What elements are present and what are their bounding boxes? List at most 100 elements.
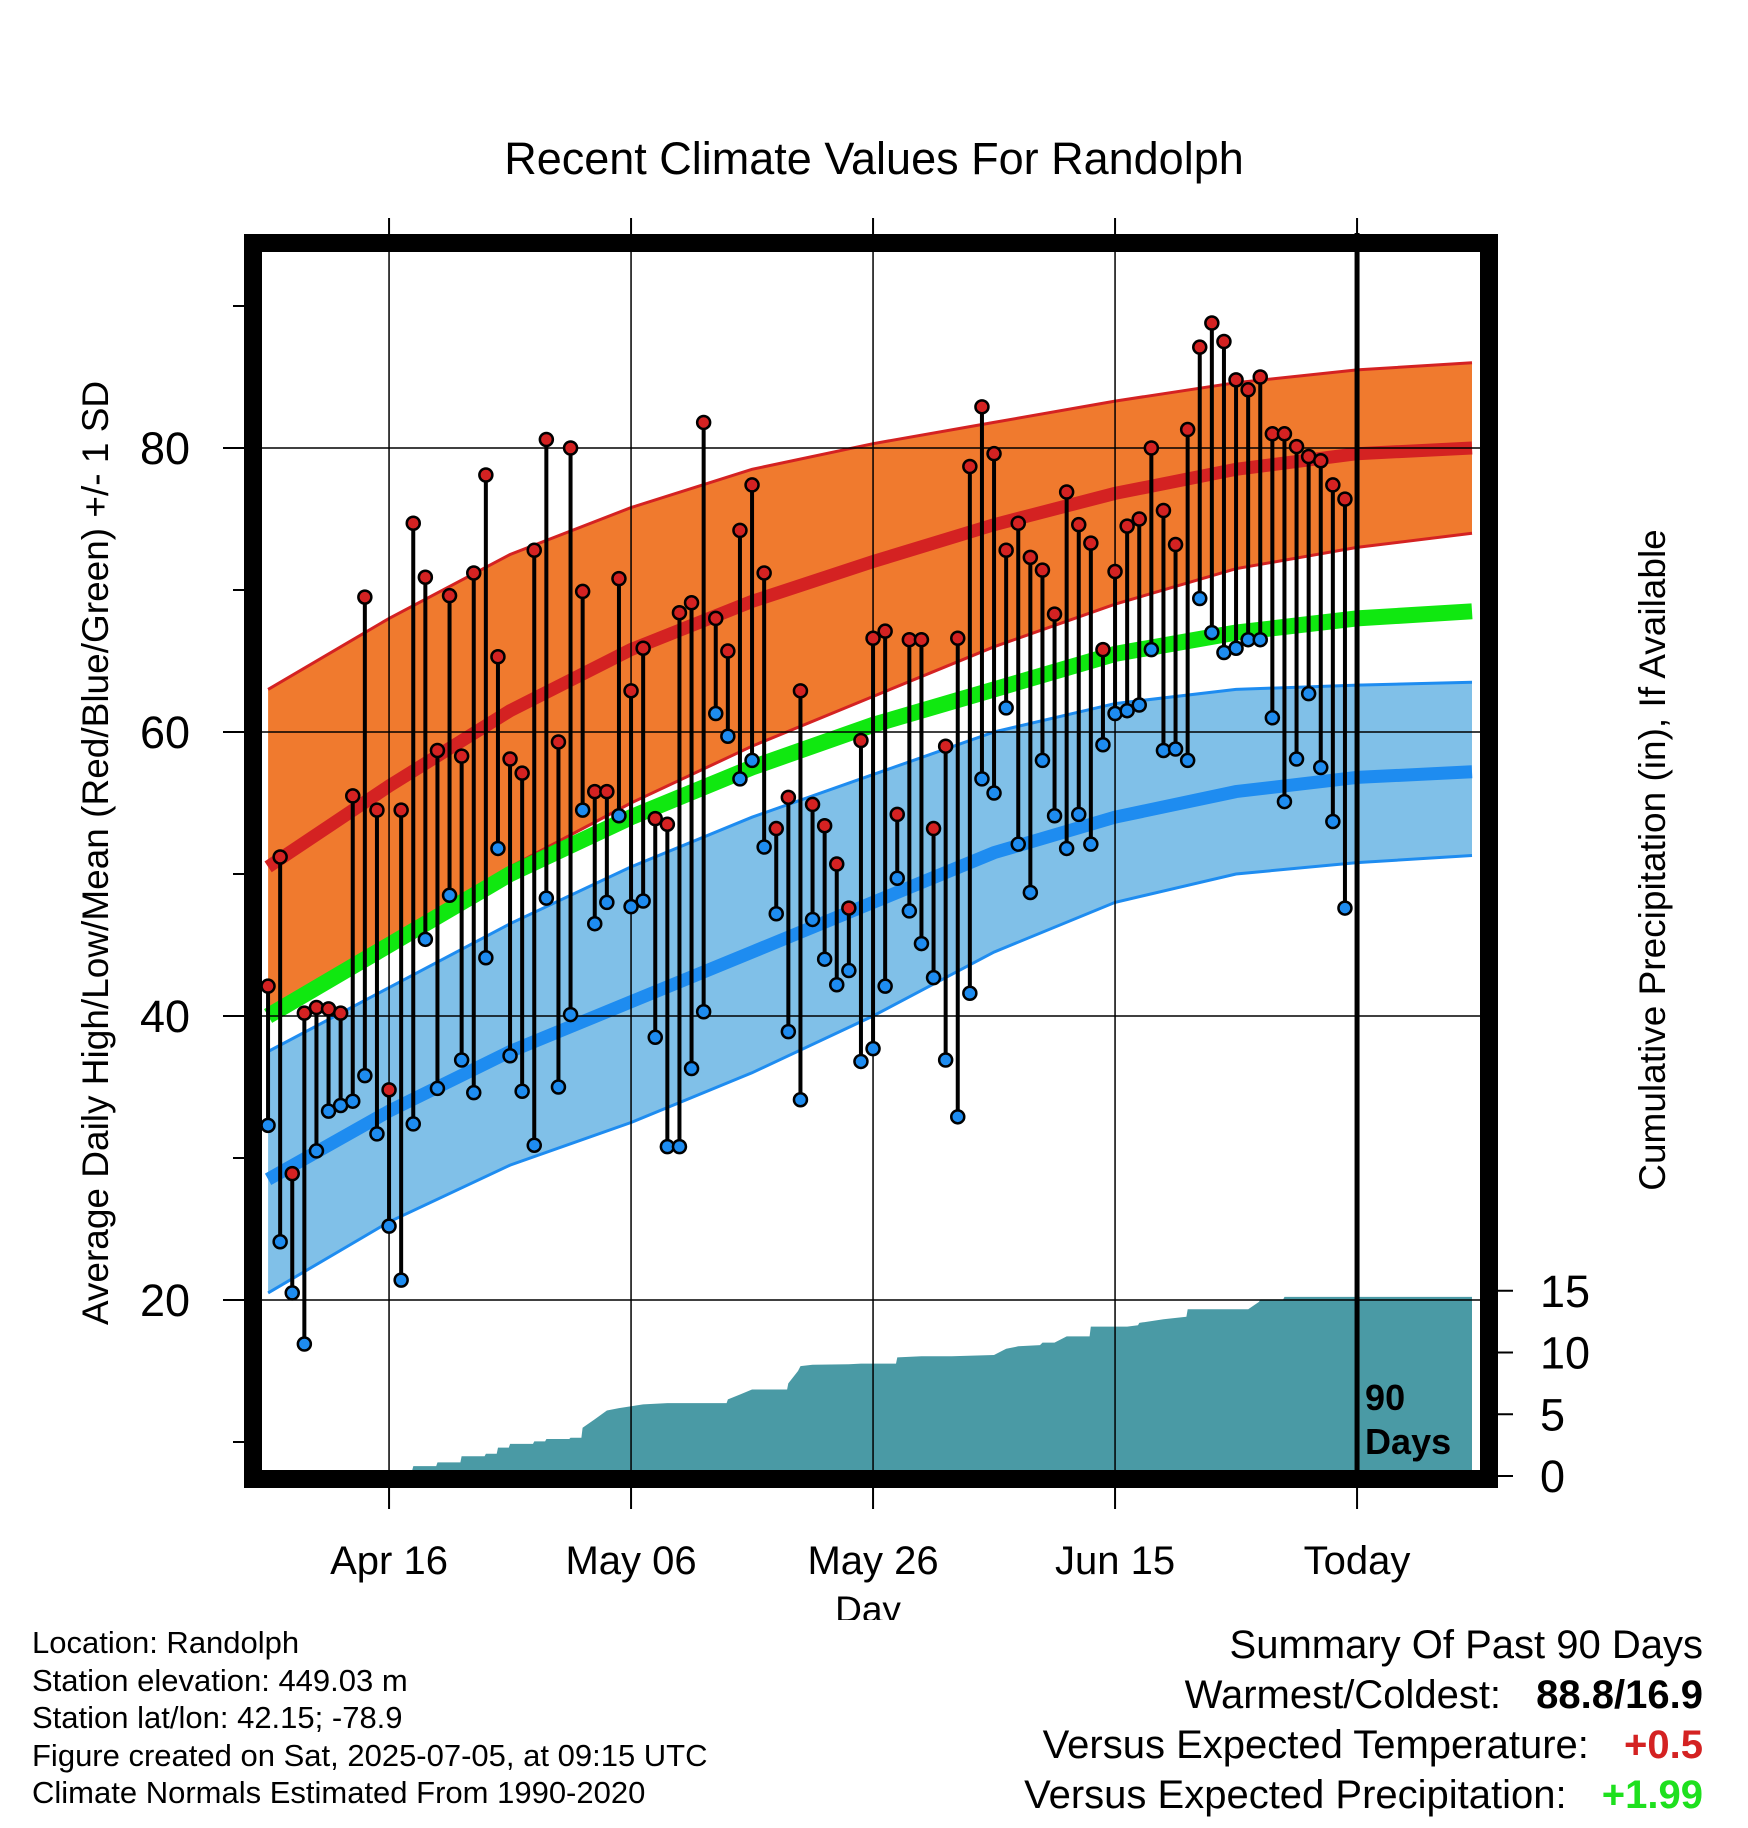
x-tick-label: Jun 15: [1055, 1539, 1175, 1583]
daily-low-point: [1131, 697, 1147, 713]
daily-high-point: [1010, 515, 1026, 532]
daily-low-point: [478, 950, 494, 966]
daily-high-point: [381, 1082, 397, 1098]
daily-high-point: [611, 570, 627, 587]
daily-high-point: [768, 820, 784, 837]
daily-high-point: [562, 440, 579, 456]
daily-high-point: [1228, 372, 1244, 388]
daily-high-point: [671, 604, 688, 621]
daily-high-point: [296, 1005, 313, 1021]
daily-high-point: [1083, 535, 1099, 551]
daily-high-point: [1337, 491, 1353, 507]
daily-low-point: [284, 1285, 300, 1301]
daily-high-point: [453, 748, 470, 764]
x-tick-label: May 26: [807, 1539, 938, 1583]
daily-high-point: [804, 796, 821, 813]
warmest-coldest-row: Warmest/Coldest: 88.8/16.9: [1024, 1670, 1703, 1720]
daily-low-point: [720, 728, 736, 745]
daily-high-point: [369, 802, 385, 818]
daily-low-point: [1010, 836, 1026, 852]
daily-high-point: [357, 589, 373, 605]
plot-content: [262, 243, 1480, 1470]
daily-high-point: [720, 643, 736, 659]
daily-high-point: [1131, 511, 1147, 527]
daily-low-point: [369, 1126, 385, 1142]
precip-anomaly-row: Versus Expected Precipitation: +1.99: [1024, 1770, 1703, 1820]
daily-low-point: [732, 771, 748, 787]
daily-low-point: [756, 839, 772, 855]
today-marker-label: Days: [1365, 1421, 1451, 1462]
daily-low-point: [780, 1023, 797, 1040]
daily-low-point: [466, 1084, 482, 1101]
daily-low-point: [562, 1006, 579, 1023]
daily-low-point: [1228, 640, 1244, 656]
daily-high-point: [538, 431, 555, 448]
y-tick-label: 60: [140, 707, 190, 758]
daily-high-point: [780, 789, 797, 806]
daily-high-point: [1313, 453, 1329, 469]
daily-high-point: [284, 1165, 300, 1182]
daily-high-point: [744, 477, 760, 493]
daily-low-point: [1276, 793, 1293, 810]
daily-high-point: [925, 820, 942, 837]
daily-high-point: [829, 856, 845, 872]
warmest-coldest-label: Warmest/Coldest:: [1184, 1673, 1502, 1717]
daily-high-point: [1143, 440, 1160, 456]
daily-high-point: [1155, 502, 1172, 519]
daily-high-point: [345, 788, 361, 804]
daily-high-point: [1071, 516, 1087, 533]
daily-high-point: [998, 542, 1014, 558]
daily-high-point: [659, 816, 676, 833]
daily-low-point: [320, 1103, 337, 1119]
daily-high-point: [974, 399, 990, 415]
daily-low-point: [587, 915, 603, 932]
elevation-text: Station elevation: 449.03 m: [32, 1662, 408, 1698]
daily-low-point: [901, 903, 918, 919]
daily-high-point: [1216, 333, 1232, 350]
daily-low-point: [1204, 624, 1220, 641]
daily-high-point: [1240, 382, 1256, 398]
daily-low-point: [695, 1003, 712, 1020]
daily-high-point: [1095, 641, 1111, 658]
daily-low-point: [574, 802, 591, 818]
daily-low-point: [550, 1079, 567, 1095]
today-marker-label: 90: [1365, 1377, 1405, 1418]
daily-low-point: [1167, 741, 1184, 757]
daily-low-point: [1022, 884, 1039, 901]
daily-high-point: [913, 631, 930, 648]
daily-high-point: [1252, 369, 1268, 385]
daily-high-point: [417, 569, 434, 585]
daily-low-point: [502, 1048, 518, 1064]
daily-low-point: [635, 893, 651, 909]
y2-tick-label: 5: [1540, 1389, 1565, 1440]
daily-high-point: [1034, 562, 1051, 578]
daily-low-point: [829, 977, 845, 993]
daily-low-point: [1119, 702, 1135, 719]
daily-high-point: [429, 742, 446, 759]
y-tick-label: 80: [140, 423, 190, 474]
daily-high-point: [1119, 518, 1135, 534]
daily-low-point: [708, 705, 724, 722]
y2-tick-label: 15: [1540, 1266, 1590, 1317]
daily-low-point: [1325, 813, 1341, 830]
summary-title: Summary Of Past 90 Days: [1229, 1623, 1703, 1667]
daily-low-point: [405, 1116, 421, 1132]
daily-low-point: [538, 890, 555, 906]
daily-high-point: [599, 783, 615, 800]
daily-high-point: [514, 765, 530, 781]
daily-low-point: [1046, 808, 1063, 824]
daily-high-point: [708, 610, 724, 627]
daily-high-point: [647, 810, 663, 827]
daily-high-point: [332, 1005, 349, 1021]
daily-low-point: [1034, 752, 1051, 769]
daily-low-point: [441, 887, 458, 904]
daily-low-point: [1300, 685, 1317, 702]
daily-high-point: [841, 900, 857, 916]
daily-high-point: [502, 751, 518, 767]
daily-low-point: [393, 1272, 409, 1288]
daily-low-point: [1264, 710, 1281, 726]
normals-period-text: Climate Normals Estimated From 1990-2020: [32, 1775, 646, 1810]
daily-high-point: [1179, 421, 1196, 438]
daily-high-point: [1276, 426, 1293, 442]
